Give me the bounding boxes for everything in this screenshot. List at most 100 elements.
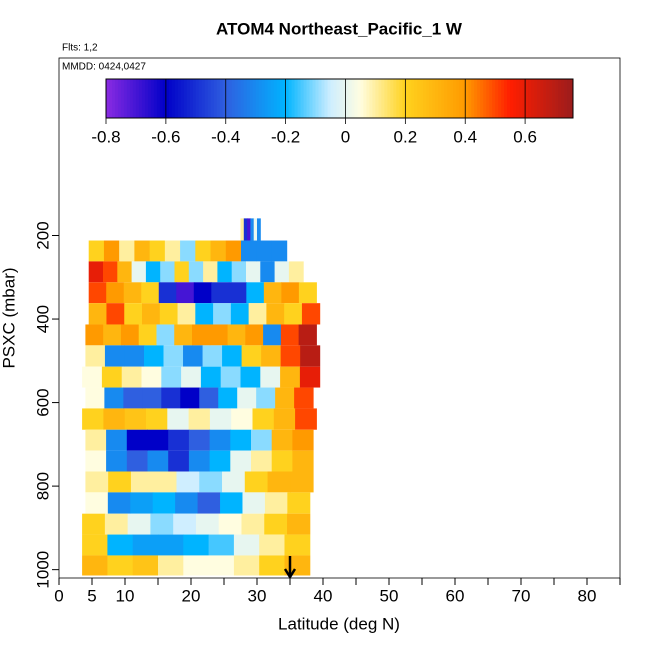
curtain-cell — [188, 408, 211, 430]
colorbar-swatch — [378, 79, 382, 118]
colorbar-swatch — [375, 79, 379, 118]
curtain-cell — [299, 366, 321, 388]
curtain-cell — [183, 534, 210, 556]
curtain-cell — [188, 429, 211, 451]
curtain-cell — [177, 303, 196, 325]
curtain-cell — [271, 240, 288, 262]
colorbar-swatch — [294, 79, 298, 118]
curtain-cell — [126, 450, 148, 472]
curtain-cell — [280, 366, 301, 388]
curtain-cell — [222, 471, 246, 493]
colorbar-swatch — [246, 79, 251, 118]
colorbar-swatch — [138, 79, 143, 118]
curtain-cell — [156, 324, 175, 346]
curtain-cell — [142, 387, 162, 409]
y-tick-label: 400 — [33, 305, 52, 333]
curtain-cell — [123, 282, 142, 304]
colorbar-swatch — [192, 79, 197, 118]
curtain-cell — [168, 450, 190, 472]
curtain-cell — [104, 387, 124, 409]
curtain-cell — [243, 218, 248, 241]
colorbar-swatch — [282, 79, 287, 118]
curtain-cell — [195, 303, 214, 325]
colorbar-swatch — [165, 79, 170, 118]
curtain-cell — [192, 324, 211, 346]
curtain-cell — [104, 513, 129, 535]
colorbar-swatch — [252, 79, 257, 118]
colorbar-swatch — [216, 79, 221, 118]
colorbar-swatch — [564, 79, 568, 118]
colorbar-swatch — [267, 79, 272, 118]
curtain-cell — [240, 366, 261, 388]
x-tick-label: 40 — [314, 586, 333, 605]
curtain-cell — [85, 429, 107, 451]
colorbar-swatch — [507, 79, 511, 118]
curtain-cell — [264, 513, 288, 535]
curtain-cell — [218, 387, 238, 409]
curtain-cell — [82, 555, 108, 576]
curtain-cell — [298, 324, 317, 346]
curtain-cell — [208, 555, 235, 576]
curtain-cell — [180, 240, 196, 262]
curtain-cell — [287, 492, 311, 514]
x-axis-label: Latitude (deg N) — [278, 614, 400, 633]
colorbar-swatch — [318, 79, 322, 118]
colorbar-swatch — [372, 79, 376, 118]
flights-note: Flts: 1,2 — [62, 43, 98, 54]
curtain-cell — [225, 240, 242, 262]
curtain-cell — [233, 534, 260, 556]
colorbar-swatch — [450, 79, 454, 118]
curtain-cell — [240, 218, 245, 241]
colorbar-swatch — [177, 79, 182, 118]
curtain-cell — [85, 471, 109, 493]
curtain-cell — [250, 218, 255, 241]
colorbar-swatch — [150, 79, 155, 118]
curtain-cell — [119, 240, 135, 262]
curtain-cell — [103, 240, 120, 262]
colorbar-swatch — [219, 79, 224, 118]
colorbar-swatch — [237, 79, 242, 118]
colorbar-swatch — [285, 79, 290, 118]
colorbar-swatch — [486, 79, 490, 118]
curtain-cell — [106, 303, 125, 325]
curtain-cell — [301, 303, 321, 325]
curtain-cell — [213, 303, 232, 325]
colorbar-swatch — [297, 79, 301, 118]
colorbar-swatch — [135, 79, 140, 118]
curtain-cell — [259, 555, 285, 576]
date-note: MMDD: 0424,0427 — [62, 62, 146, 73]
colorbar-swatch — [543, 79, 547, 118]
curtain-cell — [175, 492, 199, 514]
colorbar-swatch — [258, 79, 263, 118]
colorbar-swatch — [276, 79, 281, 118]
curtain-cell — [168, 429, 190, 451]
colorbar-swatch — [534, 79, 538, 118]
colorbar-swatch — [417, 79, 421, 118]
curtain-cell — [103, 408, 126, 430]
curtain-cell — [267, 471, 291, 493]
colorbar-swatch — [231, 79, 236, 118]
y-tick-label: 600 — [33, 388, 52, 416]
colorbar-swatch — [204, 79, 209, 118]
curtain-cell — [199, 387, 219, 409]
colorbar-swatch — [171, 79, 176, 118]
colorbar-swatch — [195, 79, 200, 118]
curtain-cell — [130, 471, 155, 493]
curtain-cell — [161, 387, 181, 409]
curtain-cell — [248, 303, 267, 325]
curtain-cell — [108, 471, 132, 493]
colorbar-swatch — [537, 79, 541, 118]
colorbar-swatch — [342, 79, 346, 118]
colorbar-swatch — [453, 79, 457, 118]
curtain-cell — [209, 408, 232, 430]
colorbar-tick-label: 0 — [341, 127, 350, 146]
curtain-cell — [252, 408, 275, 430]
curtain-cell — [280, 345, 301, 367]
colorbar-swatch — [324, 79, 328, 118]
curtain-cell — [167, 408, 190, 430]
colorbar-swatch — [336, 79, 340, 118]
colorbar-swatch — [153, 79, 158, 118]
colorbar-swatch — [225, 79, 230, 118]
curtain-cell — [158, 534, 184, 556]
colorbar-swatch — [414, 79, 418, 118]
